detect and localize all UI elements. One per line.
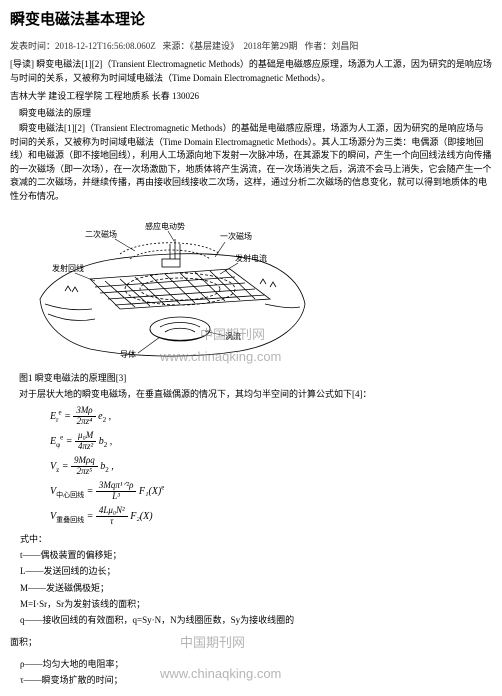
equation-Ephi: Eφe = μ₀M4πz² b2 , — [50, 431, 492, 452]
abstract: [导读] 瞬变电磁法[1][2]（Transient Electromagnet… — [10, 58, 492, 85]
def-L: L——发送回线的边长； — [20, 563, 492, 579]
abstract-text: 瞬变电磁法[1][2]（Transient Electromagnetic Me… — [10, 59, 492, 83]
section-heading-1: 瞬变电磁法的原理 — [10, 106, 492, 119]
def-q: q——接收回线的有效面积，q=Sy·N，N为线圈匝数，Sy为接收线圈的 — [20, 612, 492, 628]
meta-issue: 2018年第29期 — [244, 41, 298, 51]
definitions: 式中： t——偶极装置的偏移矩； L——发送回线的边长； M——发送磁偶极矩； … — [20, 531, 492, 628]
watermark-en-2: www.chinaqking.com — [160, 666, 281, 681]
label-secondary-field: 二次磁场 — [85, 229, 117, 239]
meta-author-label: 作者： — [304, 41, 331, 51]
figure-caption-1: 图1 瞬变电磁法的原理图[3] — [10, 371, 492, 384]
watermark-cn-2: 中国期刊网 — [180, 632, 245, 651]
label-primary-field: 一次磁场 — [220, 231, 252, 241]
figure-1: 二次磁场 感应电动势 一次磁场 发射电流 发射回线 涡流 导体 中国期刊网 ww… — [10, 209, 492, 369]
label-tx-loop: 发射电流 — [235, 253, 267, 263]
paragraph-2: 对于层状大地的瞬变电磁场，在垂直磁偶源的情况下，其均匀半空间的计算公式如下[4]… — [10, 388, 492, 402]
affiliation: 吉林大学 建设工程学院 工程地质系 长春 130026 — [10, 89, 492, 102]
label-tx-line: 发射回线 — [52, 263, 84, 273]
diagram-svg: 二次磁场 感应电动势 一次磁场 发射电流 发射回线 涡流 导体 — [20, 209, 320, 369]
equation-Er: Ere = 3Mρ2πz⁴ e2 , — [50, 406, 492, 427]
label-eddy: 涡流 — [225, 331, 241, 341]
meta-source-label: 来源： — [163, 41, 190, 51]
paragraph-1: 瞬变电磁法[1][2]（Transient Electromagnetic Me… — [10, 122, 492, 203]
def-M: M——发送磁偶极矩； — [20, 580, 492, 596]
def-MIS: M=I·Sr，Sr为发射该线的面积； — [20, 596, 492, 612]
meta-source: 《基层建设》 — [190, 41, 240, 51]
meta-time-label: 发表时间： — [10, 41, 55, 51]
meta-time: 2018-12-12T16:56:08.060Z — [55, 41, 156, 51]
equation-Vz: Vz = 9Mρq2πz⁵ b2 , — [50, 456, 492, 477]
abstract-label: [导读] — [10, 59, 36, 69]
page-title: 瞬变电磁法基本理论 — [10, 8, 492, 29]
label-induced-emf: 感应电动势 — [145, 221, 185, 231]
meta-line: 发表时间：2018-12-12T16:56:08.060Z 来源：《基层建设》 … — [10, 39, 492, 52]
def-heading: 式中： — [20, 531, 492, 547]
def-t: t——偶极装置的偏移矩； — [20, 547, 492, 563]
equation-Vcenter: V中心回线 = 3Mqπ¹ᐟ²ρL³ F₁(X)e — [50, 481, 492, 502]
equation-Vcoincident: V重叠回线 = 4Lμ₀N²τ F₂(X) — [50, 506, 492, 527]
meta-author: 刘昌阳 — [331, 41, 358, 51]
def-q2: 面积； — [10, 637, 37, 647]
label-body: 导体 — [120, 349, 136, 359]
